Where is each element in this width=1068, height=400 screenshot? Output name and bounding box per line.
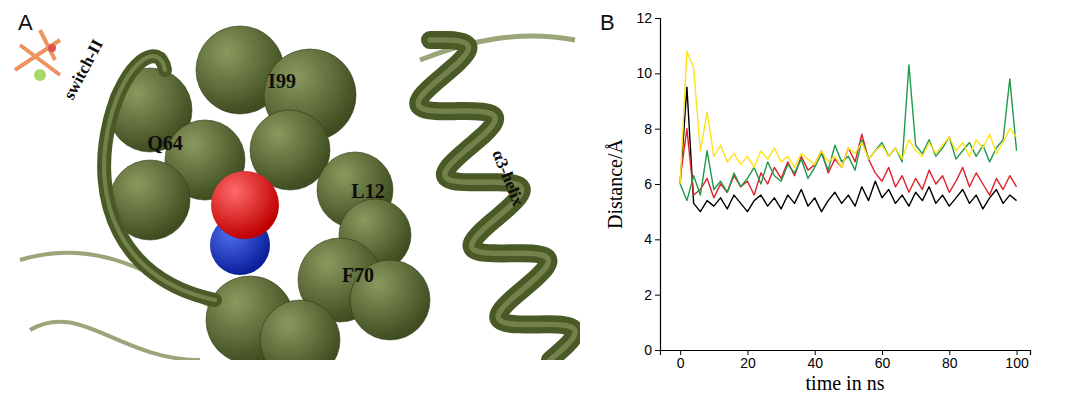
tick-mark xyxy=(655,129,660,130)
tick: 0 xyxy=(677,350,685,371)
tick-label: 0 xyxy=(677,355,685,371)
tick: 20 xyxy=(740,350,756,371)
series-line xyxy=(680,129,1016,198)
tick: 10 xyxy=(636,65,660,81)
residue-label: I99 xyxy=(268,70,296,92)
tick-label: 12 xyxy=(636,10,652,26)
panel-a: Aswitch-II Q64 I99 L12 F70 α3-helix xyxy=(15,10,575,380)
panel-letter: B xyxy=(600,10,615,35)
tick-label: 80 xyxy=(942,355,958,371)
tick-mark xyxy=(655,350,660,351)
tick-label: 100 xyxy=(1005,355,1029,371)
residue-label: F70 xyxy=(342,264,374,286)
oxygen-sphere xyxy=(211,171,279,239)
residue-label: switch-II xyxy=(59,36,107,103)
tick-label: 20 xyxy=(740,355,756,371)
tick-mark xyxy=(655,184,660,185)
ribbon-highlight xyxy=(418,40,575,360)
tick: 2 xyxy=(644,287,660,303)
ligand xyxy=(15,30,60,75)
tick: 80 xyxy=(942,350,958,371)
tick-mark xyxy=(655,295,660,296)
panel-letter: A xyxy=(18,10,33,35)
tick-label: 60 xyxy=(875,355,891,371)
tick: 6 xyxy=(644,176,660,192)
y-axis-title: Distance/Å xyxy=(604,138,626,229)
ribbon xyxy=(418,40,575,360)
tick: 100 xyxy=(1005,350,1029,371)
tick-label: 4 xyxy=(644,231,652,247)
structure xyxy=(15,26,575,360)
tick-label: 10 xyxy=(636,65,652,81)
residue-label: L12 xyxy=(351,180,384,202)
axis-line xyxy=(655,19,661,351)
tick-mark xyxy=(655,18,660,19)
ribbon-highlight xyxy=(104,56,215,300)
panel-b: B 0 20 40 60 80 100 0 2 4 6 8 10 12 time in ns Distance… xyxy=(600,10,1031,394)
ribbon xyxy=(104,56,215,300)
x-axis-title: time in ns xyxy=(806,372,885,394)
tick-label: 0 xyxy=(644,342,652,358)
plot-lines xyxy=(680,51,1016,211)
tick-label: 40 xyxy=(807,355,823,371)
residue-label: Q64 xyxy=(147,132,183,154)
axis-line xyxy=(661,351,1031,356)
tick-label: 2 xyxy=(644,287,652,303)
tick: 0 xyxy=(644,342,660,358)
tick: 40 xyxy=(807,350,823,371)
residue-label: α3-helix xyxy=(488,147,528,209)
tick-mark xyxy=(655,73,660,74)
tick: 12 xyxy=(636,10,660,26)
tick-label: 6 xyxy=(644,176,652,192)
tick-mark xyxy=(655,239,660,240)
y-axis: 0 2 4 6 8 10 12 xyxy=(636,10,660,358)
tick: 4 xyxy=(644,231,660,247)
tick-label: 8 xyxy=(644,121,652,137)
series-line xyxy=(680,65,1016,201)
tick: 8 xyxy=(644,121,660,137)
x-axis: 0 20 40 60 80 100 xyxy=(661,350,1031,371)
figure: Aswitch-IIQ64I99L12F70α3-helixB020406080… xyxy=(0,0,1068,400)
atom-sphere xyxy=(260,300,340,360)
ligand-atom xyxy=(48,44,56,52)
ligand-atom xyxy=(34,69,46,81)
tick: 60 xyxy=(875,350,891,371)
series-line xyxy=(680,51,1016,184)
